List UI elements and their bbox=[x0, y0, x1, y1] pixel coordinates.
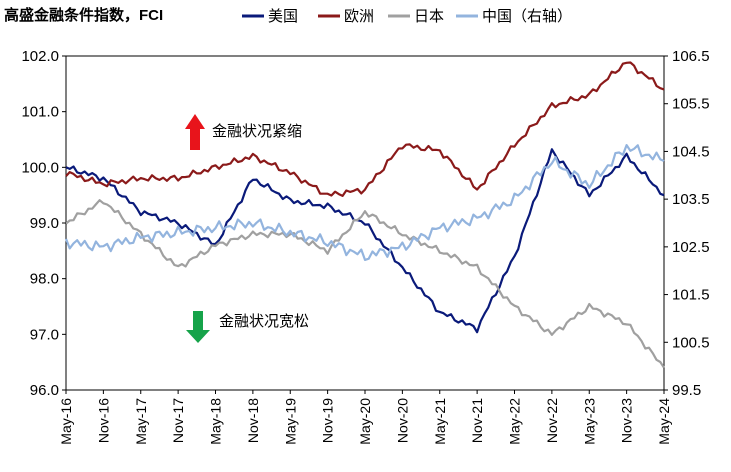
series-line-3 bbox=[64, 144, 665, 261]
x-tick-label: May-24 bbox=[656, 398, 672, 445]
y-left-tick-label: 99.0 bbox=[30, 215, 59, 232]
y-left-tick-label: 100.0 bbox=[21, 159, 59, 176]
x-tick-label: Nov-16 bbox=[95, 398, 111, 443]
y-left-tick-label: 101.0 bbox=[21, 104, 59, 121]
x-tick-label: Nov-19 bbox=[320, 398, 336, 443]
y-left-tick-label: 96.0 bbox=[30, 382, 59, 399]
x-tick-label: Nov-21 bbox=[469, 398, 485, 443]
legend-label: 欧洲 bbox=[344, 8, 374, 25]
legend-label: 美国 bbox=[268, 8, 298, 25]
legend-label: 中国（右轴） bbox=[482, 8, 572, 25]
x-tick-label: Nov-18 bbox=[245, 398, 261, 443]
y-right-tick-label: 101.5 bbox=[672, 287, 710, 304]
plot-border bbox=[65, 55, 665, 391]
x-tick-label: May-20 bbox=[357, 398, 373, 445]
x-tick-label: Nov-22 bbox=[544, 398, 560, 443]
annotation-tightening: 金融状况紧缩 bbox=[212, 123, 302, 140]
easing-arrow-down-icon bbox=[186, 311, 210, 343]
y-right-tick-label: 99.5 bbox=[672, 382, 701, 399]
x-tick-label: May-22 bbox=[507, 398, 523, 445]
x-tick-label: Nov-17 bbox=[170, 398, 186, 443]
series-line-2 bbox=[65, 199, 665, 369]
x-tick-label: May-18 bbox=[208, 398, 224, 445]
y-right-tick-label: 102.5 bbox=[672, 239, 710, 256]
chart-title: 高盛金融条件指数，FCI bbox=[4, 6, 163, 24]
y-left-tick-label: 102.0 bbox=[21, 48, 59, 65]
plot-frame bbox=[65, 55, 665, 391]
x-tick-label: Nov-20 bbox=[394, 398, 410, 443]
x-tick-label: Nov-23 bbox=[619, 398, 635, 443]
y-left-tick-label: 98.0 bbox=[30, 271, 59, 288]
series-layer bbox=[64, 61, 665, 369]
x-tick-label: May-23 bbox=[581, 398, 597, 445]
y-right-tick-label: 105.5 bbox=[672, 96, 710, 113]
annotation-easing: 金融状况宽松 bbox=[219, 313, 309, 330]
series-line-1 bbox=[65, 61, 665, 197]
legend-label: 日本 bbox=[414, 8, 444, 25]
y-right-tick-label: 104.5 bbox=[672, 143, 710, 160]
tightening-arrow-up-icon bbox=[185, 114, 205, 150]
series-line-0 bbox=[65, 148, 665, 334]
y-right-tick-label: 100.5 bbox=[672, 334, 710, 351]
axis-layer: 96.0 97.0 98.0 99.0 100.0 101.0 102.0 99.5 100.5… bbox=[21, 48, 709, 445]
legend: 美国 欧洲 日本 中国（右轴） bbox=[242, 8, 572, 25]
y-right-tick-label: 103.5 bbox=[672, 191, 710, 208]
y-left-tick-label: 97.0 bbox=[30, 326, 59, 343]
x-tick-label: May-16 bbox=[58, 398, 74, 445]
x-tick-label: May-17 bbox=[133, 398, 149, 445]
x-tick-label: May-19 bbox=[282, 398, 298, 445]
y-right-tick-label: 106.5 bbox=[672, 48, 710, 65]
x-tick-label: May-21 bbox=[432, 398, 448, 445]
